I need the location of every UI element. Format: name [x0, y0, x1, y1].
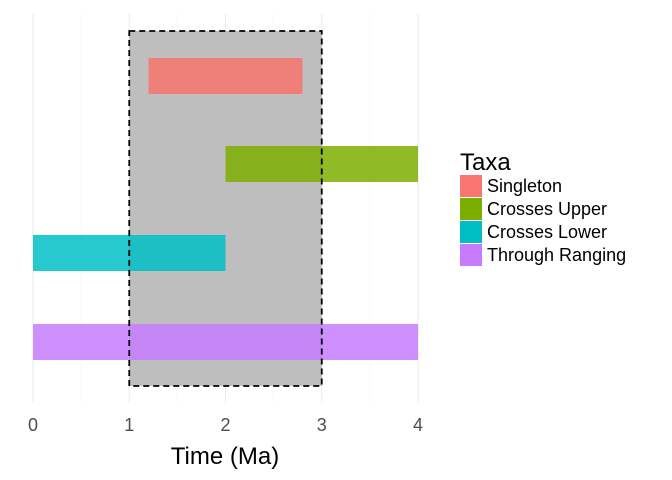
interval-dashed-border	[128, 30, 323, 387]
legend-key	[460, 244, 482, 266]
interval-border	[128, 30, 323, 387]
x-axis-title: Time (Ma)	[171, 443, 279, 470]
x-tick-label: 1	[124, 415, 134, 435]
bar-singleton	[148, 58, 303, 94]
legend-label: Singleton	[487, 176, 562, 196]
legend-key	[460, 198, 482, 220]
legend-key	[460, 221, 482, 243]
legend-label: Through Ranging	[487, 245, 626, 265]
x-axis-ticks: 0 1 2 3 4	[28, 415, 423, 435]
x-tick-label: 3	[317, 415, 327, 435]
x-tick-label: 2	[220, 415, 230, 435]
bar-through-ranging	[33, 324, 418, 360]
x-tick-label: 0	[28, 415, 38, 435]
legend-title: Taxa	[460, 149, 511, 176]
legend-key	[460, 175, 482, 197]
legend-label: Crosses Upper	[487, 199, 607, 219]
x-tick-label: 4	[413, 415, 423, 435]
legend: Taxa Singleton Crosses Upper Crosses Lower…	[460, 149, 626, 266]
legend-label: Crosses Lower	[487, 222, 607, 242]
